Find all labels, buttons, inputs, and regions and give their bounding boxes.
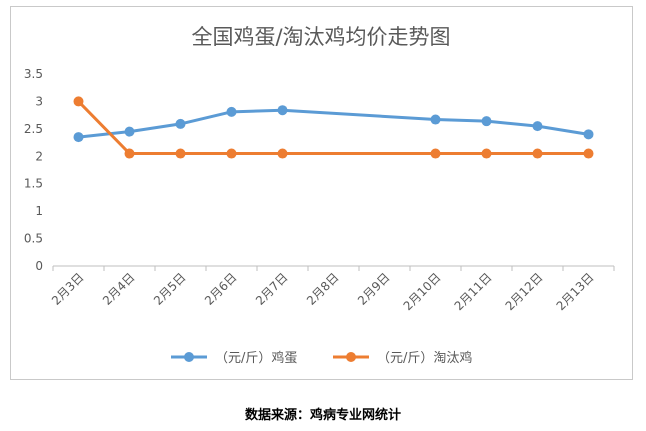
x-tick-label: 2月10日 — [401, 270, 444, 313]
data-point — [277, 148, 288, 159]
legend-label: （元/斤）鸡蛋 — [215, 350, 297, 366]
x-tick-label: 2月4日 — [100, 270, 138, 308]
data-point — [583, 129, 594, 140]
y-tick-label: 1 — [35, 204, 43, 218]
x-tick-label: 2月5日 — [151, 270, 189, 308]
data-point — [583, 148, 594, 159]
x-tick-label: 2月6日 — [202, 270, 240, 308]
x-tick-label: 2月7日 — [253, 270, 291, 308]
data-point — [226, 148, 237, 159]
data-point — [277, 105, 288, 116]
y-tick-label: 1.5 — [24, 177, 43, 191]
data-point — [73, 132, 84, 143]
y-tick-label: 2 — [35, 149, 43, 163]
data-point — [532, 148, 543, 159]
legend: （元/斤）鸡蛋 （元/斤）淘汰鸡 — [171, 350, 472, 366]
y-tick-label: 2.5 — [24, 122, 43, 136]
data-point — [430, 148, 441, 159]
legend-swatch-marker — [184, 352, 194, 362]
y-tick-label: 0.5 — [24, 232, 43, 246]
series-layer — [73, 96, 594, 159]
data-point — [481, 148, 492, 159]
data-point — [124, 126, 135, 137]
x-tick-label: 2月13日 — [554, 270, 597, 313]
x-tick-label: 2月8日 — [304, 270, 342, 308]
series-line-0 — [78, 108, 589, 139]
data-point — [226, 106, 237, 117]
data-point — [175, 148, 186, 159]
legend-label: （元/斤）淘汰鸡 — [377, 350, 472, 366]
y-tick-label: 3.5 — [24, 67, 43, 81]
legend-swatch-marker — [346, 352, 356, 362]
chart-svg: 全国鸡蛋/淘汰鸡均价走势图 0 0.5 1 1.5 2 2.5 3 3.5 2月3日 2月4日 2月… — [24, 25, 615, 366]
source-note: 数据来源：鸡病专业网统计 — [244, 408, 401, 423]
x-tick-label: 2月12日 — [503, 270, 546, 313]
data-point — [430, 114, 441, 125]
data-point — [532, 121, 543, 132]
x-tick-label: 2月3日 — [49, 270, 87, 308]
data-point — [481, 116, 492, 127]
y-tick-label: 3 — [35, 94, 43, 108]
y-tick-label: 0 — [35, 259, 43, 273]
data-point — [73, 96, 84, 107]
x-tick-label: 2月11日 — [452, 270, 495, 313]
chart-title: 全国鸡蛋/淘汰鸡均价走势图 — [191, 25, 450, 49]
x-tick-label: 2月9日 — [355, 270, 393, 308]
axes: 0 0.5 1 1.5 2 2.5 3 3.5 2月3日 2月4日 2月5日 2月6日 2月7日 2月8日… — [24, 67, 615, 313]
data-point — [175, 118, 186, 129]
chart-frame: 全国鸡蛋/淘汰鸡均价走势图 0 0.5 1 1.5 2 2.5 3 3.5 2月3日 2月4日 2月… — [10, 6, 633, 380]
data-point — [124, 148, 135, 159]
